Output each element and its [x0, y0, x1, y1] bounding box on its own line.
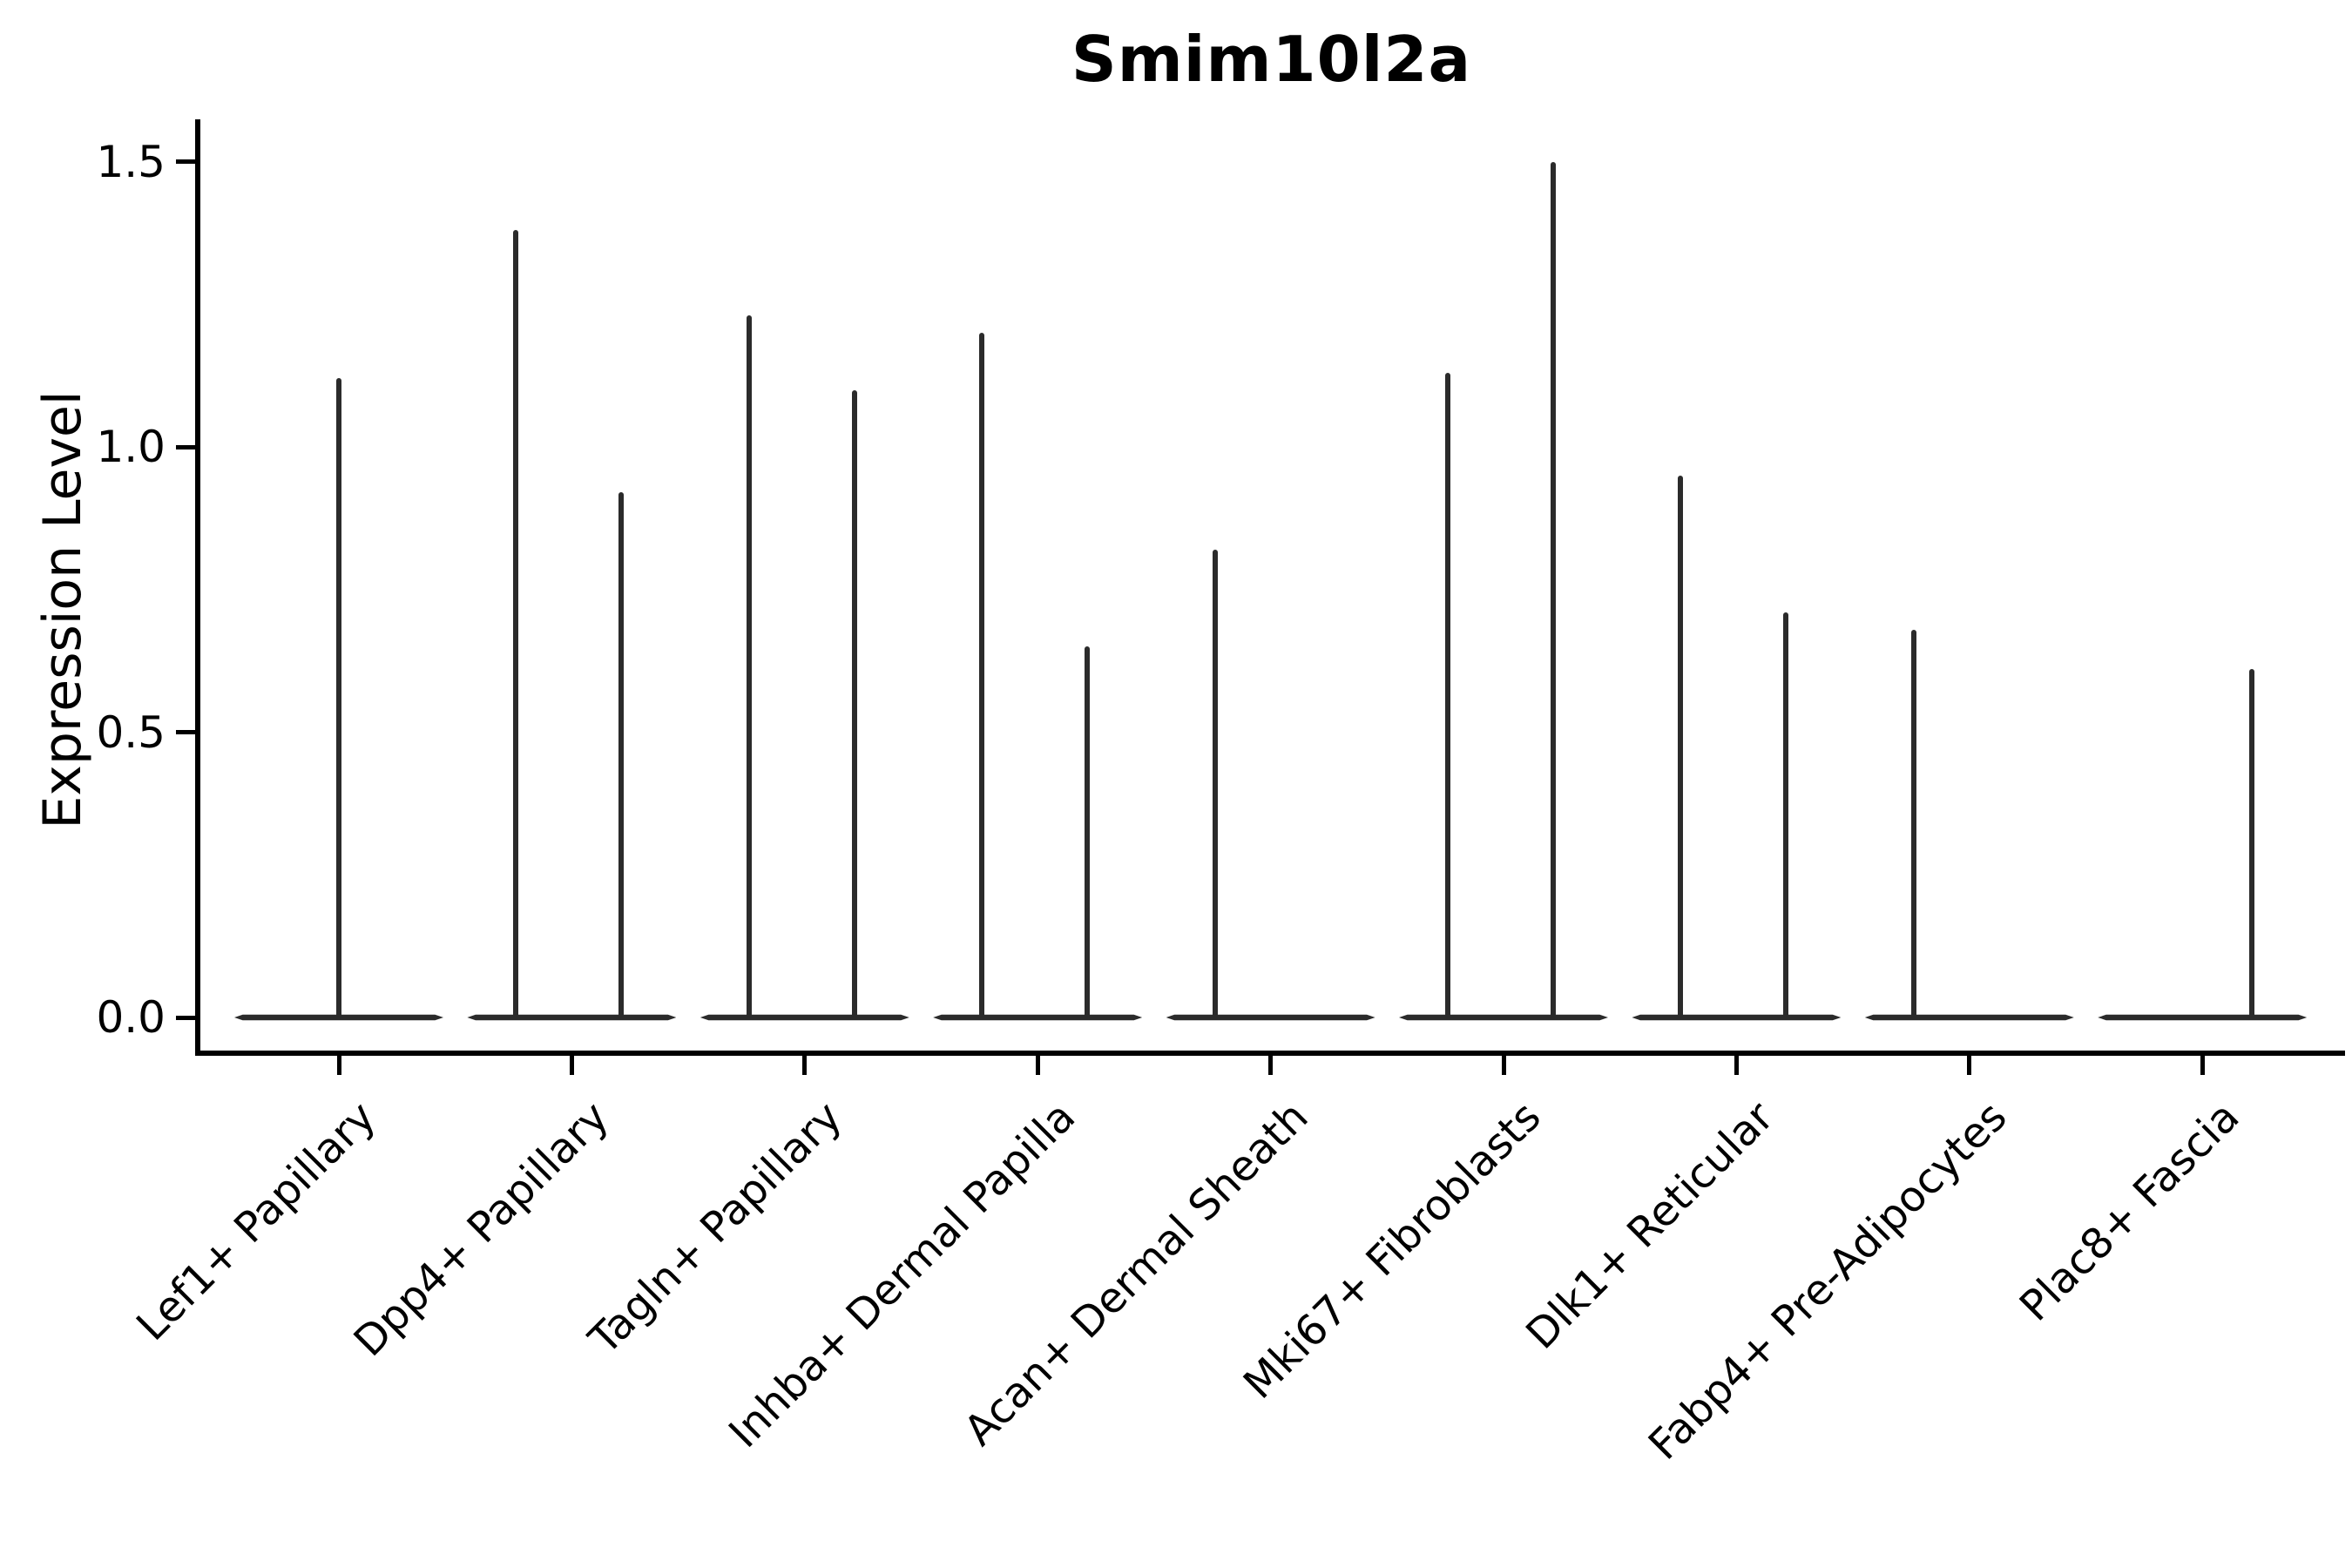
violin-spike	[746, 315, 752, 1017]
violin-spike	[618, 492, 625, 1017]
violin-body	[2098, 1014, 2308, 1021]
violin-spike	[1085, 646, 1091, 1017]
violin-spike	[336, 378, 341, 1017]
violin-spike	[1910, 629, 1916, 1017]
plot-title: Smim10l2a	[1071, 23, 1472, 96]
x-tick-label: Tagln+ Papillary	[579, 1092, 852, 1364]
x-axis-spine	[195, 1051, 2345, 1056]
x-tick	[336, 1056, 341, 1075]
y-tick	[176, 444, 195, 449]
violin-spike	[979, 333, 985, 1017]
x-tick-label: Lef1+ Papillary	[127, 1092, 386, 1350]
y-tick	[176, 159, 195, 164]
x-tick-label: Dlk1+ Reticular	[1517, 1092, 1784, 1359]
violin-body	[1399, 1014, 1608, 1021]
x-tick	[569, 1056, 574, 1075]
violin-spike	[1551, 161, 1556, 1017]
y-tick	[176, 730, 195, 734]
violin-body	[1632, 1014, 1842, 1021]
x-tick	[1501, 1056, 1506, 1075]
x-tick-label: Dpp4+ Papillary	[344, 1092, 619, 1367]
violin-body	[1864, 1014, 2074, 1021]
y-tick-label: 1.5	[96, 136, 166, 187]
y-tick	[176, 1015, 195, 1020]
x-tick-label: Plac8+ Fascia	[2011, 1092, 2249, 1331]
x-tick	[1734, 1056, 1739, 1075]
x-tick	[1967, 1056, 1972, 1075]
violin-spike	[1212, 549, 1218, 1017]
violin-body	[467, 1014, 677, 1021]
violin-spike	[1783, 612, 1789, 1017]
violin-body	[234, 1014, 443, 1021]
violin-body	[1166, 1014, 1375, 1021]
violin-body	[700, 1014, 909, 1021]
x-tick	[2200, 1056, 2205, 1075]
violin-body	[933, 1014, 1143, 1021]
violin-spike	[513, 230, 519, 1017]
x-tick	[802, 1056, 808, 1075]
y-tick-label: 0.5	[96, 706, 166, 758]
violin-spike	[1678, 475, 1684, 1017]
violin-spike	[2249, 669, 2255, 1017]
violin-spike	[1445, 372, 1450, 1017]
violin-spike	[851, 389, 857, 1017]
x-tick	[1035, 1056, 1040, 1075]
y-tick-label: 0.0	[96, 992, 166, 1043]
y-axis-spine	[195, 119, 200, 1056]
y-tick-label: 1.0	[96, 422, 166, 472]
x-tick	[1268, 1056, 1274, 1075]
